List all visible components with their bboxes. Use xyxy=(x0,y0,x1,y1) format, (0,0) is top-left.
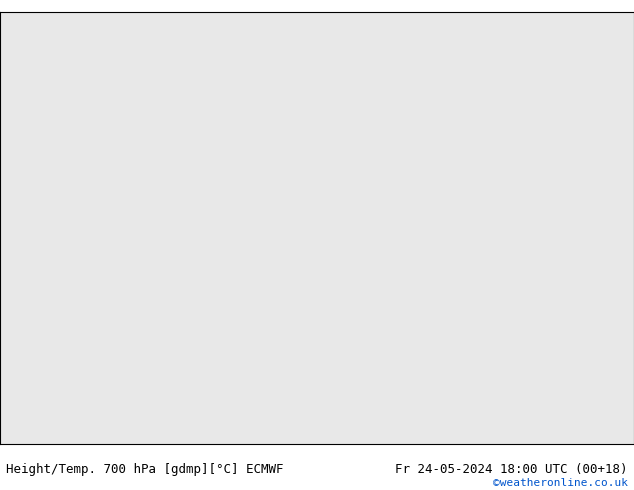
Text: Height/Temp. 700 hPa [gdmp][°C] ECMWF: Height/Temp. 700 hPa [gdmp][°C] ECMWF xyxy=(6,463,284,476)
Text: ©weatheronline.co.uk: ©weatheronline.co.uk xyxy=(493,478,628,488)
Text: Fr 24-05-2024 18:00 UTC (00+18): Fr 24-05-2024 18:00 UTC (00+18) xyxy=(395,463,628,476)
